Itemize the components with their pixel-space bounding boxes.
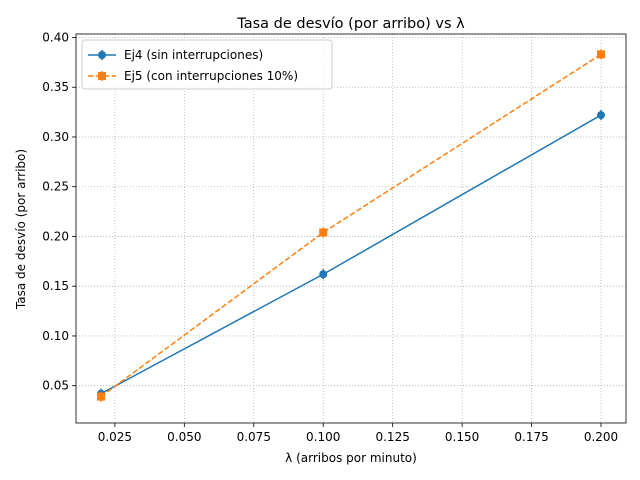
legend-label: Ej5 (con interrupciones 10%)	[124, 69, 298, 83]
data-point	[97, 392, 105, 401]
x-tick-label: 0.075	[237, 430, 271, 444]
grid	[76, 34, 626, 423]
x-tick-label: 0.175	[514, 430, 548, 444]
x-tick-label: 0.200	[584, 430, 618, 444]
x-axis-label: λ (arribos por minuto)	[285, 451, 417, 465]
legend-label: Ej4 (sin interrupciones)	[124, 48, 263, 62]
y-tick-label: 0.35	[42, 80, 69, 94]
y-tick-label: 0.40	[42, 30, 69, 44]
y-tick-label: 0.30	[42, 130, 69, 144]
chart-title: Tasa de desvío (por arribo) vs λ	[236, 16, 465, 32]
y-tick-label: 0.25	[42, 180, 69, 194]
series-line-1	[100, 114, 602, 395]
legend: Ej4 (sin interrupciones) Ej5 (con interru…	[81, 39, 333, 90]
y-tick-label: 0.20	[42, 229, 69, 243]
x-tick-label: 0.125	[375, 430, 409, 444]
data-point	[319, 228, 328, 237]
y-tick-label: 0.05	[42, 379, 69, 393]
data-point	[319, 270, 328, 279]
series-line-2	[100, 53, 602, 398]
x-tick-label: 0.150	[445, 430, 479, 444]
legend-marker	[98, 51, 106, 59]
y-axis-label: Tasa de desvío (por arribo)	[14, 149, 28, 310]
plot-area-frame	[75, 33, 627, 424]
legend-marker	[98, 72, 106, 80]
x-tick-label: 0.100	[306, 430, 340, 444]
plot-series	[97, 49, 605, 402]
axis-ticks: 0.025 0.050 0.075 0.100 0.125 0.150 0.175 0.200…	[42, 30, 618, 444]
data-point	[597, 111, 605, 120]
legend-box	[81, 39, 333, 90]
y-tick-label: 0.10	[42, 329, 69, 343]
x-tick-label: 0.025	[98, 430, 132, 444]
x-tick-label: 0.050	[167, 430, 201, 444]
data-point	[597, 50, 605, 59]
y-tick-label: 0.15	[42, 279, 69, 293]
